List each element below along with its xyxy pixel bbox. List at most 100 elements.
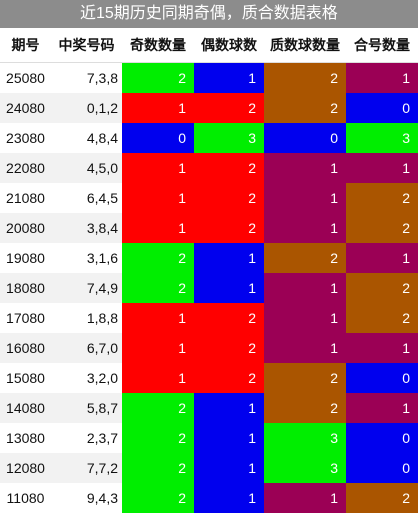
winning-numbers-cell: 6,4,5 xyxy=(86,189,118,206)
issue-cell: 12080 xyxy=(0,452,51,483)
table-row: 19080 3,1,6 2 1 2 1 xyxy=(0,242,418,273)
composite-count-cell: 2 xyxy=(346,272,418,303)
table-row: 11080 9,4,3 2 1 1 2 xyxy=(0,482,418,513)
composite-count-cell: 0 xyxy=(346,452,418,483)
composite-count-cell: 2 xyxy=(346,482,418,513)
table-row: 22080 4,5,0 1 2 1 1 xyxy=(0,152,418,183)
odd-count-cell: 1 xyxy=(122,152,194,183)
odd-count-cell: 2 xyxy=(122,422,194,453)
issue-cell: 14080 xyxy=(0,392,51,423)
even-count-cell: 2 xyxy=(194,362,264,393)
composite-count-cell: 1 xyxy=(346,332,418,363)
issue-cell: 19080 xyxy=(6,249,45,266)
winning-numbers-cell: 2,3,7 xyxy=(86,429,118,446)
composite-count-cell: 0 xyxy=(346,422,418,453)
prime-count-cell: 1 xyxy=(264,302,346,333)
winning-numbers-cell: 5,8,7 xyxy=(51,392,122,423)
winning-numbers-cell: 3,8,4 xyxy=(51,212,122,243)
table-row: 24080 0,1,2 1 2 2 0 xyxy=(0,92,418,123)
table-row: 21080 6,4,5 1 2 1 2 xyxy=(0,182,418,213)
prime-count-cell: 2 xyxy=(264,392,346,423)
issue-cell: 21080 xyxy=(6,189,45,206)
winning-numbers-cell: 4,5,0 xyxy=(51,152,122,183)
table-row: 17080 1,8,8 1 2 1 2 xyxy=(0,302,418,333)
winning-numbers-cell: 1,8,8 xyxy=(86,309,118,326)
issue-cell: 25080 xyxy=(6,69,45,86)
even-count-cell: 1 xyxy=(194,242,264,273)
odd-count-cell: 2 xyxy=(122,62,194,93)
even-count-cell: 1 xyxy=(194,422,264,453)
issue-cell: 24080 xyxy=(0,92,51,123)
even-count-cell: 2 xyxy=(194,92,264,123)
table-row: 25080 7,3,8 2 1 2 1 xyxy=(0,62,418,93)
composite-count-cell: 1 xyxy=(346,152,418,183)
prime-count-cell: 1 xyxy=(264,272,346,303)
prime-count-cell: 3 xyxy=(264,452,346,483)
even-count-cell: 1 xyxy=(194,482,264,513)
prime-count-cell: 1 xyxy=(264,332,346,363)
issue-cell: 13080 xyxy=(6,429,45,446)
prime-count-cell: 2 xyxy=(264,362,346,393)
issue-cell: 17080 xyxy=(6,309,45,326)
composite-count-cell: 1 xyxy=(346,242,418,273)
composite-count-cell: 2 xyxy=(346,182,418,213)
composite-count-cell: 1 xyxy=(346,392,418,423)
prime-count-cell: 2 xyxy=(264,242,346,273)
winning-numbers-cell: 7,4,9 xyxy=(51,272,122,303)
table-row: 16080 6,7,0 1 2 1 1 xyxy=(0,332,418,363)
header-issue: 期号 xyxy=(0,28,51,63)
table-title: 近15期历史同期奇偶，质合数据表格 xyxy=(0,0,418,28)
header-winning-numbers: 中奖号码 xyxy=(51,28,122,63)
even-count-cell: 1 xyxy=(194,272,264,303)
prime-count-cell: 3 xyxy=(264,422,346,453)
odd-count-cell: 2 xyxy=(122,242,194,273)
table-row: 14080 5,8,7 2 1 2 1 xyxy=(0,392,418,423)
prime-count-cell: 0 xyxy=(264,122,346,153)
header-prime-count: 质数球数量 xyxy=(264,28,346,63)
odd-count-cell: 1 xyxy=(122,182,194,213)
winning-numbers-cell: 0,1,2 xyxy=(51,92,122,123)
table-row: 12080 7,7,2 2 1 3 0 xyxy=(0,452,418,483)
prime-count-cell: 2 xyxy=(264,92,346,123)
odd-count-cell: 2 xyxy=(122,392,194,423)
even-count-cell: 2 xyxy=(194,302,264,333)
composite-count-cell: 2 xyxy=(346,302,418,333)
odd-count-cell: 1 xyxy=(122,332,194,363)
prime-count-cell: 1 xyxy=(264,152,346,183)
winning-numbers-cell: 7,7,2 xyxy=(51,452,122,483)
odd-count-cell: 1 xyxy=(122,92,194,123)
even-count-cell: 2 xyxy=(194,332,264,363)
odd-count-cell: 1 xyxy=(122,302,194,333)
issue-cell: 23080 xyxy=(6,129,45,146)
issue-cell: 11080 xyxy=(6,489,45,506)
header-composite-count: 合号数量 xyxy=(346,28,418,63)
header-even-count: 偶数球数 xyxy=(194,28,264,63)
prime-count-cell: 1 xyxy=(264,212,346,243)
even-count-cell: 1 xyxy=(194,452,264,483)
composite-count-cell: 0 xyxy=(346,362,418,393)
issue-cell: 16080 xyxy=(0,332,51,363)
even-count-cell: 3 xyxy=(194,122,264,153)
composite-count-cell: 3 xyxy=(346,122,418,153)
prime-count-cell: 1 xyxy=(264,182,346,213)
prime-count-cell: 1 xyxy=(264,482,346,513)
issue-cell: 22080 xyxy=(0,152,51,183)
odd-even-prime-table: 期号 中奖号码 奇数数量 偶数球数 质数球数量 合号数量 25080 7,3,8 2… xyxy=(0,28,418,513)
table-row: 18080 7,4,9 2 1 1 2 xyxy=(0,272,418,303)
table-row: 20080 3,8,4 1 2 1 2 xyxy=(0,212,418,243)
header-odd-count: 奇数数量 xyxy=(122,28,194,63)
even-count-cell: 2 xyxy=(194,212,264,243)
winning-numbers-cell: 6,7,0 xyxy=(51,332,122,363)
issue-cell: 20080 xyxy=(0,212,51,243)
table-row: 13080 2,3,7 2 1 3 0 xyxy=(0,422,418,453)
odd-count-cell: 1 xyxy=(122,362,194,393)
issue-cell: 18080 xyxy=(0,272,51,303)
odd-count-cell: 2 xyxy=(122,452,194,483)
table-row: 23080 4,8,4 0 3 0 3 xyxy=(0,122,418,153)
composite-count-cell: 2 xyxy=(346,212,418,243)
even-count-cell: 2 xyxy=(194,152,264,183)
winning-numbers-cell: 4,8,4 xyxy=(86,129,118,146)
winning-numbers-cell: 7,3,8 xyxy=(86,69,118,86)
odd-count-cell: 1 xyxy=(122,212,194,243)
